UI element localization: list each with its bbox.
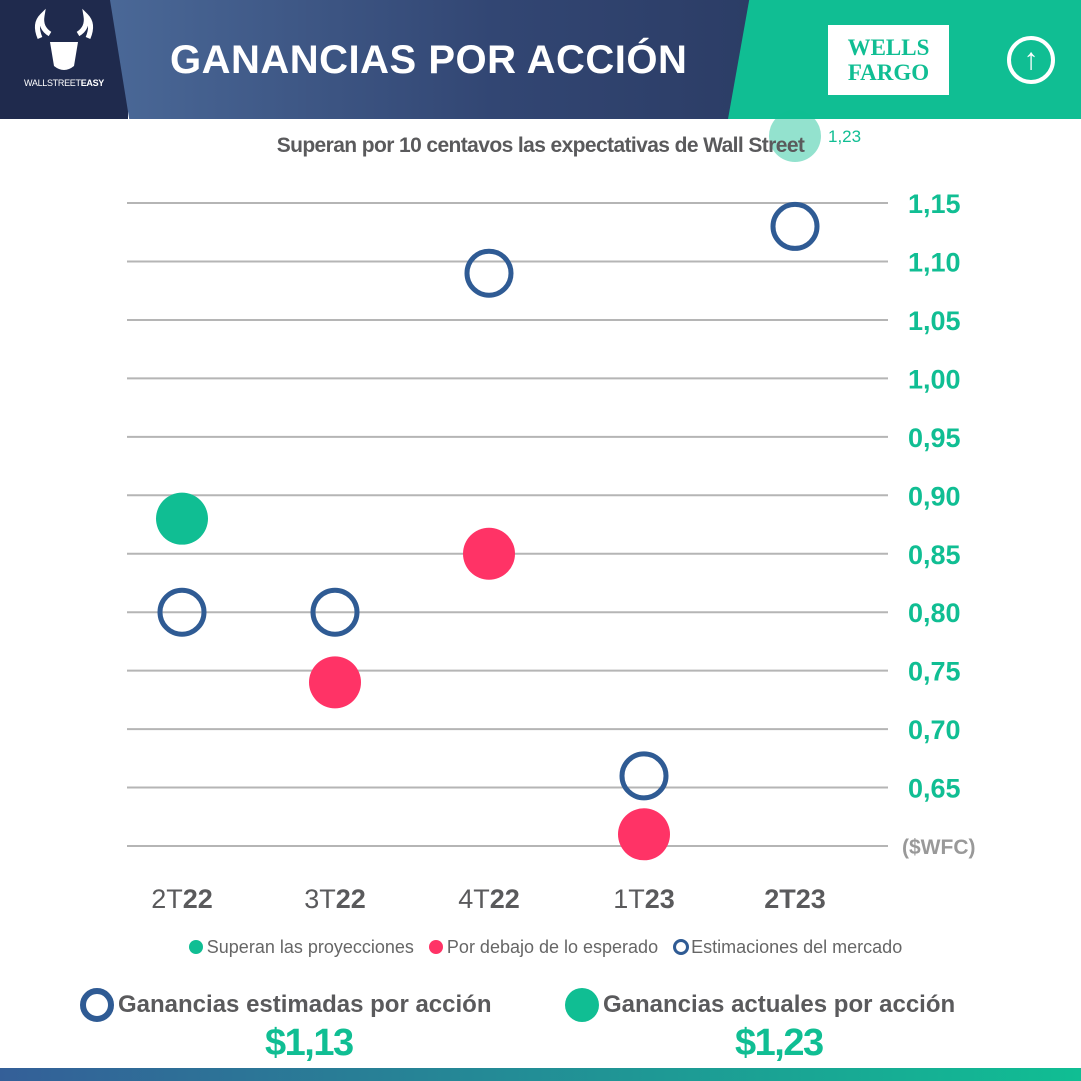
estimated-value: $1,13: [265, 1022, 354, 1064]
actual-point: [463, 527, 515, 580]
legend: Superan las proyecciones Por debajo de l…: [0, 936, 1081, 958]
estimate-point: [619, 751, 669, 801]
legend-beat: Superan las proyecciones: [206, 936, 414, 957]
actual-point: [156, 492, 208, 545]
legend-miss: Por debajo de lo esperado: [446, 936, 659, 957]
bull-icon: [34, 8, 94, 70]
y-tick-label: 0,65: [908, 774, 961, 804]
legend-estimate: Estimaciones del mercado: [691, 936, 903, 957]
footer-gradient-bar: [0, 1068, 1081, 1081]
title-band: [110, 0, 750, 119]
estimate-point: [770, 201, 820, 251]
estimate-ring-icon: [80, 988, 114, 1022]
x-tick-label: 4T22: [458, 884, 520, 914]
arrow-up-circle-icon: ↑: [1007, 36, 1055, 84]
wells-fargo-logo: WELLS FARGO: [828, 25, 949, 95]
actual-label: Ganancias actuales por acción: [603, 991, 956, 1018]
miss-dot-icon: [428, 940, 443, 955]
y-tick-label: 0,90: [908, 481, 961, 511]
actual-point: [618, 808, 670, 861]
actual-value: $1,23: [735, 1022, 824, 1064]
actual-summary: Ganancias actuales por acción: [565, 988, 955, 1022]
y-unit-label: ($WFC): [902, 836, 975, 859]
page-title: GANANCIAS POR ACCIÓN: [170, 38, 688, 82]
y-tick-label: 1,00: [908, 364, 961, 394]
y-tick-label: 0,95: [908, 423, 961, 453]
actual-dot-icon: [565, 988, 599, 1022]
estimate-point: [310, 587, 360, 637]
estimated-label: Ganancias estimadas por acción: [118, 991, 492, 1018]
brand-text: WALLSTREETEASY: [24, 78, 104, 88]
y-tick-label: 1,05: [908, 306, 961, 336]
y-tick-label: 1,15: [908, 189, 961, 219]
y-tick-label: 0,70: [908, 715, 961, 745]
wallstreeteasy-logo: WALLSTREETEASY: [0, 0, 128, 119]
y-tick-label: 0,85: [908, 540, 961, 570]
chart-subtitle: Superan por 10 centavos las expectativas…: [276, 134, 805, 157]
annotation-label: 1,23: [828, 127, 861, 146]
actual-point: [309, 656, 361, 709]
y-tick-label: 0,80: [908, 598, 961, 628]
estimate-point: [157, 587, 207, 637]
estimate-ring-icon: [673, 939, 690, 956]
estimated-summary: Ganancias estimadas por acción: [80, 988, 492, 1022]
x-tick-label: 2T22: [151, 884, 213, 914]
x-tick-label: 2T23: [764, 884, 826, 914]
estimate-point: [464, 248, 514, 298]
x-tick-label: 3T22: [304, 884, 366, 914]
beat-dot-icon: [188, 940, 203, 955]
y-tick-label: 0,75: [908, 657, 961, 687]
x-tick-label: 1T23: [613, 884, 675, 914]
actual-point: [769, 110, 821, 162]
header: WALLSTREETEASY GANANCIAS POR ACCIÓN WELL…: [0, 0, 1081, 119]
y-tick-label: 1,10: [908, 248, 961, 278]
